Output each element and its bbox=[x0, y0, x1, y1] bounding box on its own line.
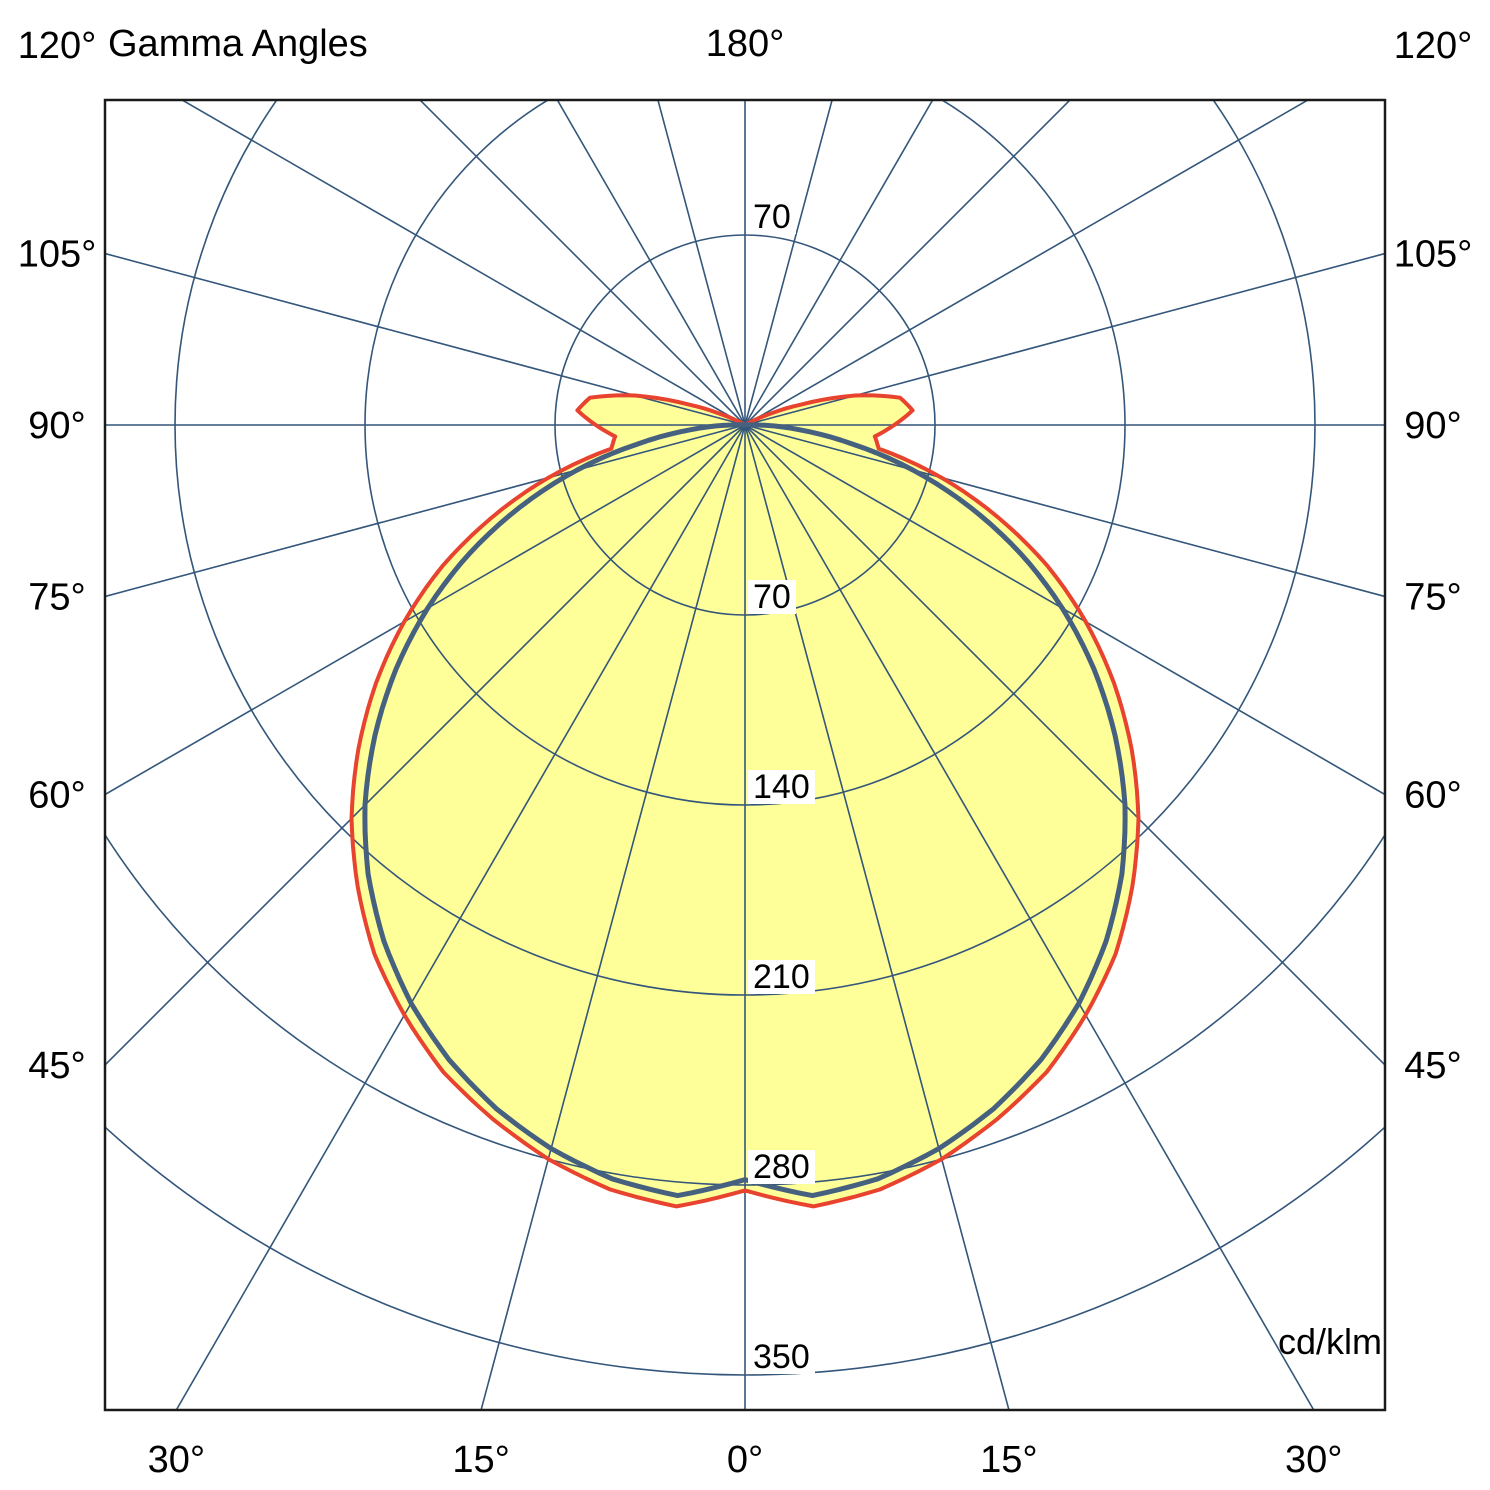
gamma-angle-label-bottom: 0° bbox=[727, 1439, 763, 1481]
radial-line bbox=[418, 100, 746, 426]
ring-label-bg bbox=[748, 200, 796, 234]
radial-line bbox=[105, 252, 746, 426]
gamma-angle-label-right: 105° bbox=[1394, 234, 1473, 276]
ring-label-bg bbox=[748, 1340, 815, 1374]
gamma-angle-label-right: 45° bbox=[1404, 1045, 1461, 1087]
gamma-angle-label-right: 75° bbox=[1404, 577, 1461, 619]
radial-line bbox=[744, 424, 1385, 598]
gamma-angle-label-top: 180° bbox=[705, 23, 785, 65]
ring-value-label: 210 bbox=[753, 958, 810, 996]
radial-line bbox=[105, 424, 746, 1067]
gamma-angle-label-left: 105° bbox=[18, 234, 97, 276]
radial-line bbox=[744, 424, 1010, 1410]
gamma-angle-label-right: 90° bbox=[1404, 405, 1461, 447]
radial-line bbox=[744, 100, 1072, 426]
angle-labels: 120° 120° 105° 105° 90° 90° 75° 75° 60° 60° 45° 45°… bbox=[18, 25, 1473, 1481]
gamma-angle-label-right: 120° bbox=[1394, 25, 1473, 67]
radial-line bbox=[744, 100, 833, 426]
ring-labels: 70 70 140 210 280 350 bbox=[748, 198, 815, 1376]
ring-value-label: 280 bbox=[753, 1148, 810, 1186]
gamma-angle-label-left: 75° bbox=[28, 577, 85, 619]
ring-label-bg bbox=[748, 580, 796, 614]
ring-value-label: 140 bbox=[753, 768, 810, 806]
radial-line bbox=[744, 252, 1385, 426]
radial-line bbox=[744, 100, 934, 426]
gamma-angle-label-right: 60° bbox=[1404, 775, 1461, 817]
radial-line bbox=[657, 100, 746, 426]
radial-line bbox=[556, 100, 746, 426]
c90-c270-curve bbox=[362, 422, 1128, 1199]
gamma-angle-label-bottom: 15° bbox=[452, 1439, 509, 1481]
gamma-angle-label-left: 90° bbox=[28, 405, 85, 447]
radial-line bbox=[180, 100, 746, 426]
radial-line bbox=[105, 424, 746, 796]
radial-line bbox=[480, 424, 746, 1410]
gamma-angle-label-left: 120° bbox=[18, 25, 97, 67]
chart-title: Gamma Angles bbox=[108, 23, 368, 65]
ring-value-label: 70 bbox=[753, 578, 791, 616]
ring-label-bg bbox=[748, 1150, 815, 1184]
radial-line bbox=[744, 100, 1310, 426]
gamma-angle-label-left: 45° bbox=[28, 1045, 85, 1087]
ring-value-label: 350 bbox=[753, 1338, 810, 1376]
unit-label: cd/klm bbox=[1277, 1321, 1382, 1362]
radial-line bbox=[105, 424, 746, 598]
gamma-angle-label-bottom: 30° bbox=[148, 1439, 205, 1481]
ring-label-bg bbox=[748, 960, 815, 994]
radial-line bbox=[744, 424, 1315, 1410]
ring-value-label: 70 bbox=[753, 198, 791, 236]
plot-border bbox=[103, 98, 1387, 1412]
radial-line bbox=[744, 424, 1385, 796]
gamma-angle-label-left: 60° bbox=[28, 775, 85, 817]
radial-line bbox=[175, 424, 746, 1410]
gamma-angle-label-bottom: 15° bbox=[980, 1439, 1037, 1481]
gamma-angle-label-bottom: 30° bbox=[1285, 1439, 1342, 1481]
ring-label-bg bbox=[748, 770, 815, 804]
radial-line bbox=[744, 424, 1385, 1067]
